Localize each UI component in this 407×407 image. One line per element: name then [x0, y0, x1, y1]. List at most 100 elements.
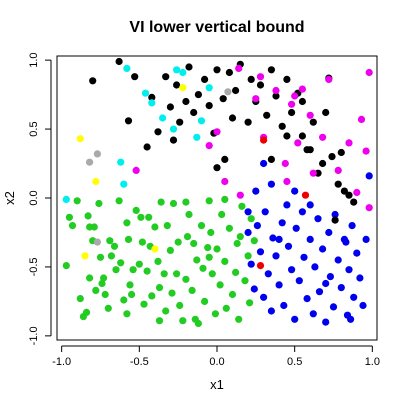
data-point [325, 228, 333, 237]
data-point [322, 279, 330, 288]
data-point [236, 233, 244, 241]
data-point [110, 242, 119, 250]
data-point [228, 290, 237, 299]
data-point [306, 235, 314, 243]
y-axis: -1.0 -0.5 0.0 0.5 1.0 [28, 52, 52, 345]
data-point [81, 252, 89, 260]
data-point [326, 273, 334, 281]
data-point [345, 139, 353, 147]
data-point [62, 195, 70, 203]
data-point [353, 249, 361, 257]
data-point [221, 155, 229, 163]
data-point [288, 108, 296, 117]
data-point [155, 284, 164, 292]
data-point [281, 159, 289, 168]
data-point [126, 281, 134, 289]
data-point [207, 228, 215, 237]
data-point [322, 318, 330, 326]
data-point [86, 274, 94, 282]
data-point [193, 256, 201, 264]
data-point [294, 139, 302, 147]
data-point [82, 308, 91, 316]
chart-title: VI lower vertical bound [129, 19, 304, 36]
data-point [272, 86, 280, 95]
data-point [252, 95, 260, 103]
data-point [275, 235, 283, 243]
plot-frame [56, 55, 378, 341]
data-point [319, 133, 327, 141]
data-point [93, 238, 101, 246]
data-point [112, 266, 120, 274]
data-point [295, 277, 303, 285]
data-point [280, 301, 288, 310]
data-point [93, 150, 101, 158]
data-point [176, 118, 184, 126]
data-point [221, 195, 229, 203]
data-point [247, 215, 255, 223]
data-point [319, 245, 327, 253]
data-point [190, 108, 198, 117]
data-point [183, 233, 192, 241]
x-tick-label: -0.5 [130, 356, 149, 368]
data-point [356, 274, 364, 282]
data-point [211, 310, 219, 318]
data-point [101, 290, 109, 299]
data-point [315, 288, 324, 296]
data-point [131, 73, 139, 81]
data-point [235, 315, 243, 323]
data-point [362, 235, 370, 243]
data-point [213, 66, 221, 74]
data-point [157, 198, 165, 206]
data-point [261, 208, 269, 216]
data-point [98, 279, 106, 288]
data-point [228, 114, 237, 122]
data-point [169, 136, 178, 144]
data-point [314, 215, 322, 223]
data-point [283, 75, 291, 83]
data-point [309, 169, 317, 177]
data-point [123, 219, 131, 227]
data-point [225, 68, 233, 77]
data-point [236, 191, 244, 199]
data-point [267, 307, 275, 315]
data-point [124, 235, 133, 243]
data-point [129, 266, 137, 274]
data-point [185, 210, 193, 219]
x-axis-label: x1 [210, 377, 224, 392]
data-point [162, 73, 170, 81]
data-point [205, 142, 213, 150]
data-point [275, 281, 283, 289]
data-point [190, 239, 198, 248]
data-point [256, 262, 265, 270]
data-point [340, 187, 348, 195]
data-point [173, 270, 181, 278]
data-point [253, 222, 261, 230]
data-point [334, 166, 342, 174]
data-point [179, 68, 187, 77]
data-point [334, 180, 342, 188]
data-point [204, 244, 212, 252]
data-point [319, 159, 327, 168]
data-point [300, 253, 308, 261]
data-point [201, 297, 209, 305]
data-point [154, 128, 162, 136]
data-point [90, 223, 98, 231]
data-point [247, 260, 255, 268]
data-point [309, 310, 317, 318]
data-point [288, 100, 296, 108]
data-point [148, 93, 156, 101]
data-point [250, 285, 258, 293]
data-point [174, 238, 182, 246]
data-point [322, 108, 330, 117]
data-point [353, 188, 361, 197]
data-point [291, 92, 299, 100]
x-tick-label: 0.5 [287, 356, 302, 368]
data-point [107, 252, 115, 260]
data-point [256, 73, 265, 81]
data-point [182, 97, 190, 106]
data-point [137, 213, 145, 221]
y-axis-label: x2 [2, 191, 17, 205]
data-point [185, 63, 193, 71]
data-point [311, 263, 319, 271]
data-point [298, 97, 306, 106]
